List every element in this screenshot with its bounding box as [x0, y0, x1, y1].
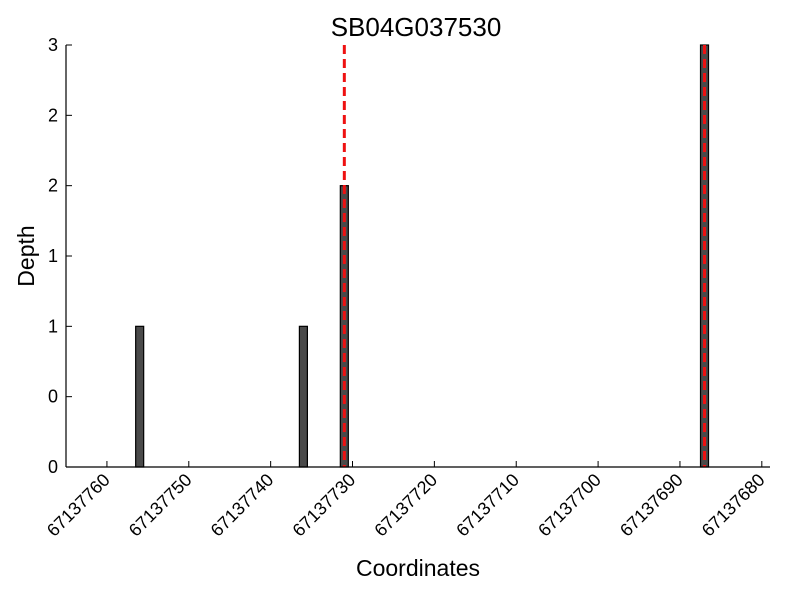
bar [298, 325, 308, 468]
x-tick-label: 67137750 [125, 470, 196, 541]
chart-title: SB04G037530 [331, 12, 502, 42]
y-axis-label: Depth [13, 225, 39, 286]
x-tick-label: 67137760 [43, 470, 114, 541]
x-tick-label: 67137720 [370, 470, 441, 541]
y-tick-label: 0 [48, 457, 58, 477]
y-tick-label: 2 [48, 105, 58, 125]
y-tick-label: 3 [48, 35, 58, 55]
x-tick-label: 67137740 [207, 470, 278, 541]
y-tick-label: 0 [48, 387, 58, 407]
y-tick-label: 1 [48, 316, 58, 336]
markers-layer [342, 45, 707, 467]
x-axis-label: Coordinates [356, 555, 480, 581]
bar [135, 325, 145, 468]
bars-layer [135, 44, 710, 468]
x-tick-label: 67137680 [698, 470, 769, 541]
x-tick-label: 67137730 [289, 470, 360, 541]
x-tick-label: 67137710 [452, 470, 523, 541]
axes-layer [65, 45, 770, 468]
y-tick-label: 2 [48, 176, 58, 196]
y-tick-label: 1 [48, 246, 58, 266]
x-tick-label: 67137690 [616, 470, 687, 541]
x-tick-label: 67137700 [534, 470, 605, 541]
